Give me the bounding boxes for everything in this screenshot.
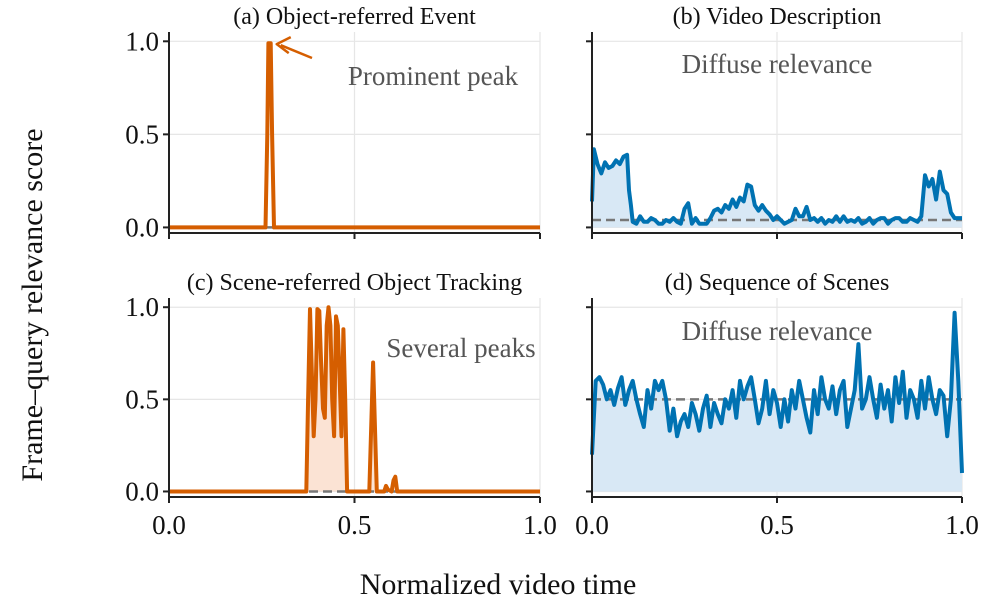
x-tick-label: 0.5 <box>338 510 372 540</box>
annotation-text: Prominent peak <box>348 61 519 91</box>
y-tick-label: 0.0 <box>125 476 159 506</box>
y-tick-label: 0.5 <box>125 384 159 414</box>
x-tick-label: 0.5 <box>760 510 794 540</box>
series-line <box>169 305 540 494</box>
panels-group: (a) Object-referred Event 0.0 0.5 1.0 Promin… <box>125 4 979 540</box>
x-tick-label: 0.0 <box>575 510 609 540</box>
series-line <box>590 147 962 226</box>
annotation-text: Several peaks <box>386 333 535 363</box>
series-line <box>169 41 540 230</box>
series-line <box>590 310 964 474</box>
y-tick-label: 0.5 <box>125 119 159 149</box>
panel-title: (d) Sequence of Scenes <box>665 270 890 296</box>
chart-panel-a: (a) Object-referred Event 0.0 0.5 1.0 Promin… <box>125 4 541 242</box>
series-area-fill <box>592 312 962 492</box>
x-tick-label: 1.0 <box>523 510 557 540</box>
panel-title: (b) Video Description <box>673 4 882 30</box>
annotation-text: Diffuse relevance <box>682 316 873 346</box>
y-tick-label: 0.0 <box>125 212 159 242</box>
x-axis-label: Normalized video time <box>360 568 637 601</box>
x-tick-label: 0.0 <box>152 510 186 540</box>
chart-panel-b: (b) Video Description Diffuse relevance <box>586 4 963 239</box>
panel-title: (c) Scene-referred Object Tracking <box>187 270 522 296</box>
chart-panel-d: (d) Sequence of Scenes 0.0 0.5 1.0 Diffuse r… <box>575 270 979 540</box>
panel-title: (a) Object-referred Event <box>233 4 476 30</box>
annotation-arrow-head <box>275 36 292 55</box>
y-tick-label: 1.0 <box>125 292 159 322</box>
x-tick-label: 1.0 <box>945 510 979 540</box>
y-tick-label: 1.0 <box>125 26 159 56</box>
annotation-arrow-shaft <box>280 44 313 60</box>
annotation-text: Diffuse relevance <box>682 49 873 79</box>
y-axis-label: Frame–query relevance score <box>16 128 49 481</box>
chart-panel-c: (c) Scene-referred Object Tracking 0.0 0.5… <box>125 270 557 540</box>
